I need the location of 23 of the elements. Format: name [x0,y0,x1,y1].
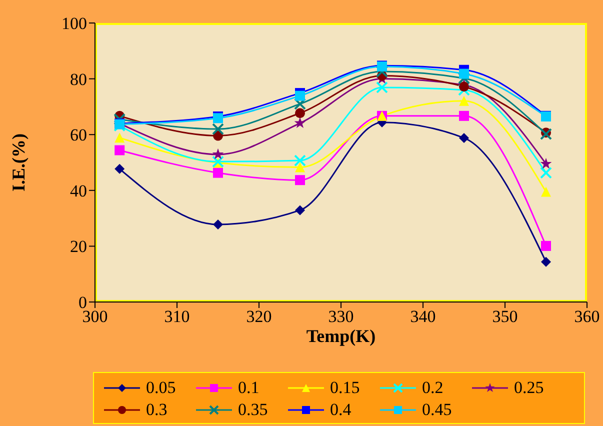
legend-label: 0.15 [330,378,360,398]
y-tick-label: 100 [62,14,87,34]
x-axis-title: Temp(K) [306,326,376,346]
legend-label: 0.45 [422,400,452,420]
legend-label: 0.3 [146,400,168,420]
legend-label: 0.35 [238,400,268,420]
y-axis-title: I.E.(%) [8,133,28,192]
legend-label: 0.25 [514,378,544,398]
x-tick-label: 310 [164,307,190,326]
y-tick-label: 80 [70,70,87,89]
y-tick-label: 60 [70,126,87,145]
x-tick-label: 350 [492,307,518,326]
x-tick-label: 360 [574,307,600,326]
x-tick-label: 340 [410,307,436,326]
legend-label: 0.05 [146,378,176,398]
legend-label: 0.1 [238,378,260,398]
x-tick-label: 330 [328,307,354,326]
legend-label: 0.4 [330,400,352,420]
x-tick-label: 320 [246,307,272,326]
y-tick-label: 40 [70,181,87,200]
y-tick-label: 20 [70,237,87,256]
legend-label: 0.2 [422,378,444,398]
x-tick-label: 300 [82,307,108,326]
